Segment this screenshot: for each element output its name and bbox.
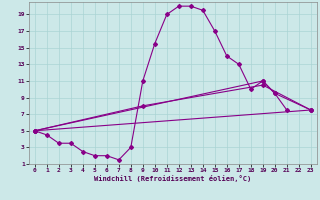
X-axis label: Windchill (Refroidissement éolien,°C): Windchill (Refroidissement éolien,°C): [94, 175, 252, 182]
